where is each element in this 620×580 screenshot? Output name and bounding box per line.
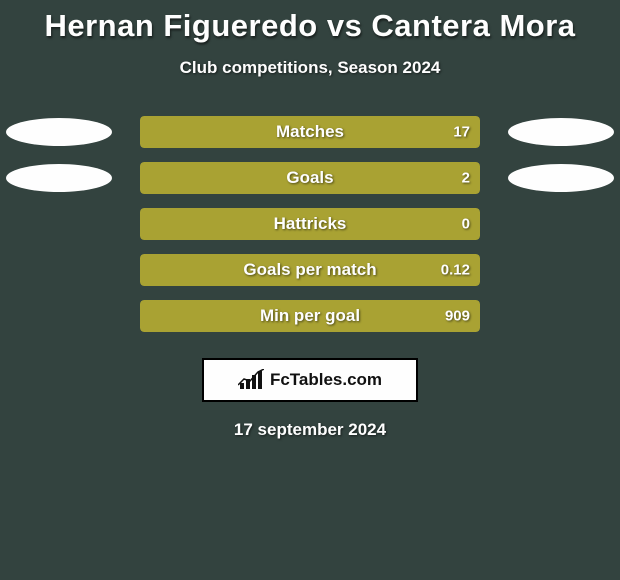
bar-label: Matches: [276, 122, 344, 142]
stat-row: Min per goal 909: [0, 300, 620, 332]
pill-left: [6, 164, 112, 192]
bar-label: Min per goal: [260, 306, 360, 326]
chart-icon: [238, 369, 264, 391]
stat-row: Goals 2: [0, 162, 620, 194]
stat-rows: Matches 17 Goals 2 Hattricks 0 Goals per match…: [0, 116, 620, 332]
stat-bar: Goals per match 0.12: [140, 254, 480, 286]
bar-label: Goals per match: [243, 260, 376, 280]
subtitle: Club competitions, Season 2024: [0, 58, 620, 78]
pill-right: [508, 118, 614, 146]
stat-bar: Matches 17: [140, 116, 480, 148]
bar-value: 2: [462, 170, 470, 187]
stat-bar: Goals 2: [140, 162, 480, 194]
bar-value: 909: [445, 308, 470, 325]
bar-value: 0.12: [441, 262, 470, 279]
page-title: Hernan Figueredo vs Cantera Mora: [0, 8, 620, 44]
bar-label: Hattricks: [274, 214, 347, 234]
bar-value: 17: [453, 124, 470, 141]
logo-text: FcTables.com: [270, 370, 382, 390]
bar-label: Goals: [286, 168, 333, 188]
stat-bar: Min per goal 909: [140, 300, 480, 332]
date-text: 17 september 2024: [0, 420, 620, 440]
stat-row: Goals per match 0.12: [0, 254, 620, 286]
pill-right: [508, 164, 614, 192]
stat-row: Hattricks 0: [0, 208, 620, 240]
bar-value: 0: [462, 216, 470, 233]
pill-left: [6, 118, 112, 146]
logo-box: FcTables.com: [202, 358, 418, 402]
stat-row: Matches 17: [0, 116, 620, 148]
stat-bar: Hattricks 0: [140, 208, 480, 240]
